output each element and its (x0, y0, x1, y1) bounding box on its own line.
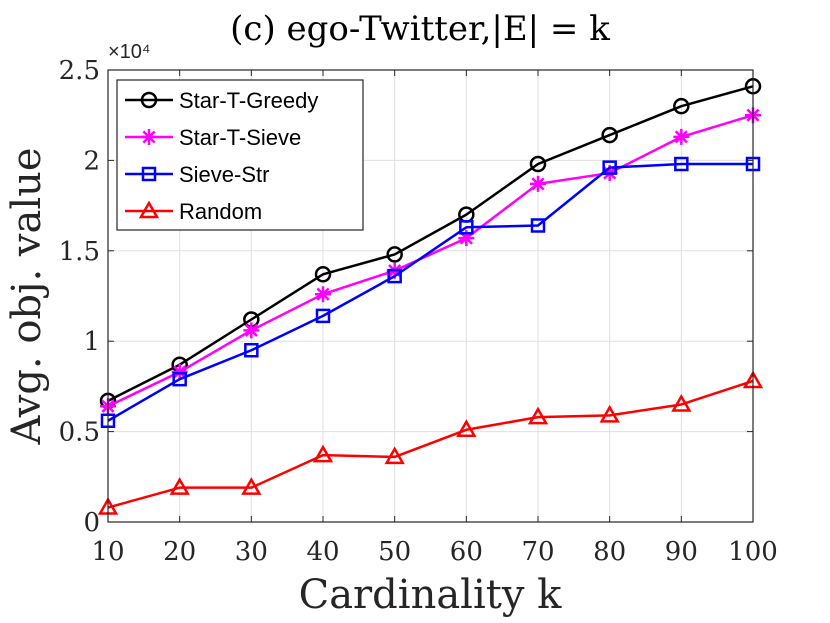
x-tick-label: 90 (665, 537, 698, 567)
x-tick-label: 40 (306, 537, 339, 567)
marker-circle (601, 126, 618, 144)
y-tick-label: 0.5 (59, 418, 100, 448)
marker-triangle (241, 477, 262, 495)
marker-asterisk (458, 230, 475, 247)
marker-triangle (599, 404, 620, 423)
series-line (107, 85, 754, 402)
marker-triangle (138, 200, 160, 219)
series-layer (97, 78, 764, 515)
y-tick-label: 0 (83, 508, 100, 538)
legend-label: Star-T-Greedy (179, 88, 318, 113)
x-tick-label: 60 (450, 537, 483, 567)
legend-item: Star-T-Greedy (125, 88, 318, 113)
marker-asterisk (243, 322, 260, 339)
marker-triangle (169, 477, 190, 495)
x-tick-label: 70 (521, 537, 554, 567)
legend-item: Random (125, 199, 262, 224)
x-tick-label: 100 (728, 537, 778, 567)
x-tick-label: 10 (91, 537, 124, 567)
y-multiplier: ×10⁴ (108, 41, 151, 63)
marker-circle (673, 97, 690, 115)
y-tick-label: 2.5 (59, 56, 100, 86)
legend-label: Star-T-Sieve (179, 125, 301, 150)
ticks: 10 20 30 40 50 60 70 80 90 100 0 0.5 1 1.5 2 2.5 (59, 56, 778, 567)
series-line (107, 379, 754, 509)
marker-triangle (527, 406, 549, 425)
y-tick-label: 2 (83, 146, 100, 176)
series-random (97, 370, 764, 515)
marker-triangle (671, 393, 692, 412)
x-tick-label: 30 (235, 537, 268, 567)
series-line (107, 114, 754, 408)
legend-label: Sieve-Str (179, 162, 269, 187)
marker-circle (314, 266, 332, 283)
marker-triangle (384, 446, 405, 465)
marker-circle (140, 91, 158, 109)
marker-triangle (456, 419, 477, 438)
series-line (107, 162, 753, 422)
x-tick-label: 20 (163, 537, 196, 567)
y-tick-label: 1 (83, 327, 100, 357)
x-tick-label: 80 (593, 537, 626, 567)
legend-box (116, 79, 364, 231)
chart-title: (c) ego-Twitter,|E| = k (230, 9, 610, 49)
marker-square (674, 156, 689, 172)
marker-asterisk (673, 128, 690, 145)
legend-item: Sieve-Str (125, 162, 269, 187)
marker-square (141, 166, 157, 182)
x-tick-label: 50 (378, 537, 411, 567)
marker-square (172, 371, 187, 387)
marker-square (315, 308, 331, 324)
marker-square (602, 160, 617, 175)
marker-square (244, 342, 259, 358)
marker-asterisk (315, 286, 331, 303)
marker-asterisk (530, 175, 546, 192)
plot-frame (107, 69, 754, 523)
marker-triangle (312, 444, 334, 463)
marker-circle (529, 155, 547, 173)
legend: Star-T-Greedy Star-T-Sieve Sieve-Str Random (116, 79, 364, 231)
y-tick-label: 1.5 (59, 237, 100, 267)
x-axis-label: Cardinality k (299, 572, 563, 618)
marker-square (387, 268, 402, 284)
marker-asterisk (141, 129, 157, 145)
legend-item: Star-T-Sieve (125, 125, 301, 150)
y-axis-label: Avg. obj. value (4, 147, 50, 445)
marker-square (459, 220, 474, 235)
legend-label: Random (179, 199, 262, 224)
marker-square (530, 218, 546, 233)
marker-circle (386, 246, 403, 263)
